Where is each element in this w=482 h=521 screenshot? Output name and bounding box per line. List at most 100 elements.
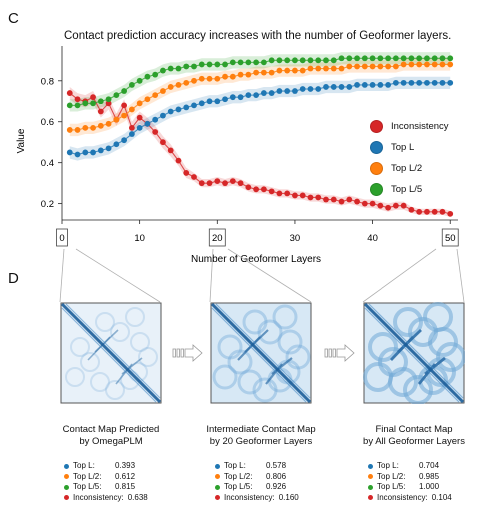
stat-label: Top L/2: — [73, 471, 102, 481]
data-point — [400, 55, 407, 62]
data-point — [416, 61, 423, 68]
data-point — [268, 69, 275, 76]
data-point — [392, 202, 399, 209]
data-point — [260, 59, 267, 66]
data-point — [105, 145, 112, 152]
y-tick-label: 0.8 — [41, 76, 54, 87]
caption-final: Final Contact Map by All Geoformer Layer… — [348, 424, 480, 448]
caption-omegaplm: Contact Map Predicted by OmegaPLM — [51, 424, 171, 448]
data-point — [198, 180, 205, 187]
stat-label: Top L/5: — [73, 482, 102, 491]
legend-marker — [370, 162, 383, 175]
data-point — [113, 141, 120, 148]
data-point — [338, 84, 345, 90]
data-point — [66, 127, 73, 133]
data-point — [175, 65, 182, 72]
data-point — [136, 114, 143, 121]
map-contact-band — [237, 336, 261, 361]
data-point — [307, 194, 314, 201]
contact-map-final — [363, 302, 465, 404]
data-point — [97, 108, 104, 115]
data-point — [292, 192, 298, 199]
data-point — [97, 98, 104, 105]
data-point — [361, 55, 368, 62]
map-contact-cluster — [285, 344, 311, 370]
data-point — [229, 73, 236, 80]
data-point — [167, 108, 174, 115]
stat-row: Inconsistency: 0.104 — [368, 493, 452, 504]
data-point — [214, 61, 221, 68]
stat-row: Top L/5: 0.926 — [215, 482, 299, 493]
data-point — [369, 81, 376, 88]
stat-value: 0.985 — [419, 471, 440, 481]
data-point — [222, 180, 228, 187]
data-point — [183, 63, 190, 70]
legend-item: Inconsistency — [370, 116, 449, 137]
data-point — [144, 120, 151, 127]
data-point — [385, 81, 392, 88]
data-point — [408, 61, 415, 68]
data-point — [128, 81, 135, 88]
data-point — [315, 194, 322, 201]
data-point — [121, 137, 128, 144]
data-point — [260, 186, 267, 193]
data-point — [136, 77, 143, 84]
legend-item: Top L — [370, 137, 449, 158]
map-contact-cluster — [257, 319, 283, 345]
connector-line — [456, 248, 465, 303]
data-point — [284, 67, 291, 74]
data-point — [82, 124, 89, 131]
map-contact-cluster — [368, 332, 398, 362]
map-near-diagonal — [211, 307, 307, 403]
data-point — [330, 196, 337, 203]
data-point — [431, 208, 438, 215]
stat-value: 0.806 — [266, 471, 287, 481]
stat-label: Inconsistency: — [73, 492, 124, 502]
map-contact-band — [389, 336, 415, 361]
data-point — [136, 100, 143, 107]
panel-label-c: C — [8, 10, 19, 27]
band-top-l-5 — [69, 52, 451, 112]
data-point — [354, 198, 360, 205]
data-point — [292, 67, 298, 74]
data-point — [346, 84, 353, 90]
map-contact-band — [87, 336, 111, 361]
stat-value: 0.104 — [431, 492, 452, 502]
caption-line: Contact Map Predicted — [62, 424, 160, 435]
data-point — [113, 92, 120, 99]
stat-bullet — [368, 484, 373, 490]
data-point — [160, 88, 166, 94]
data-point — [439, 61, 446, 68]
data-point — [361, 63, 368, 70]
stat-label: Inconsistency: — [224, 492, 275, 502]
data-point — [66, 102, 73, 109]
data-point — [237, 94, 244, 101]
data-point — [392, 55, 399, 62]
data-point — [136, 124, 143, 131]
stat-row: Inconsistency: 0.160 — [215, 493, 299, 504]
data-point — [377, 81, 384, 88]
data-point — [128, 131, 135, 137]
data-point — [284, 88, 291, 94]
data-point — [105, 100, 112, 107]
caption-line: Intermediate Contact Map — [206, 424, 316, 435]
y-tick-label: 0.4 — [41, 158, 54, 169]
data-point — [447, 210, 454, 217]
stat-bullet — [368, 474, 373, 480]
axes — [61, 46, 458, 221]
stat-value: 1.000 — [419, 482, 440, 491]
data-point — [431, 55, 438, 62]
data-point — [121, 88, 128, 94]
data-point — [128, 106, 135, 113]
stats-final: Top L: 0.704 Top L/2: 0.985 Top L/5: 1.000 Inc… — [368, 461, 452, 503]
y-tick-label: 0.6 — [41, 117, 54, 128]
x-axis-label: Number of Geoformer Layers — [191, 254, 321, 265]
data-point — [191, 174, 197, 180]
caption-line: Final Contact Map — [375, 424, 453, 435]
map-contact-cluster — [125, 307, 145, 327]
data-point — [175, 106, 182, 113]
data-point — [431, 61, 438, 68]
data-point — [276, 88, 283, 94]
data-point — [323, 196, 329, 203]
data-point — [377, 55, 384, 62]
